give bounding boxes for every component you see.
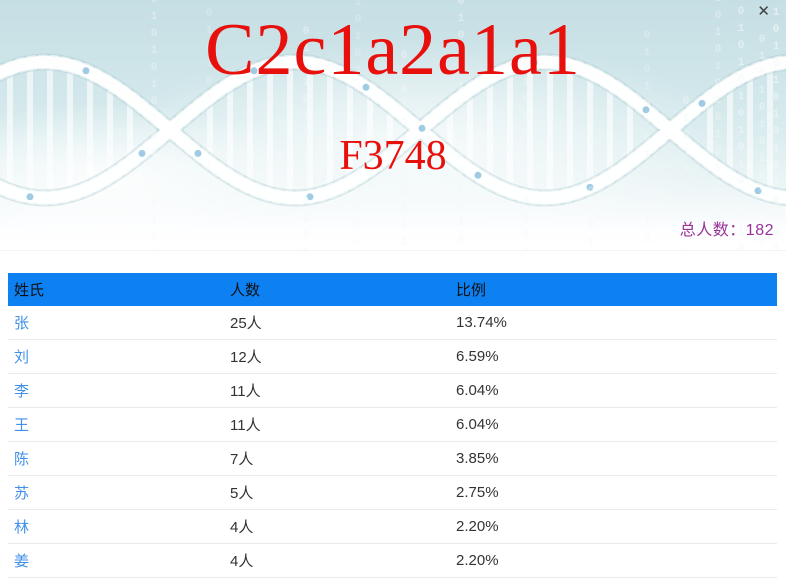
surname-link[interactable]: 苏 xyxy=(14,485,30,502)
count-cell: 12人 xyxy=(230,349,262,366)
count-cell: 7人 xyxy=(230,451,254,468)
total-count: 总人数：182 xyxy=(680,216,774,240)
hero-banner: 0101010101010101 0101010101010101 01010101… xyxy=(0,0,786,251)
count-cell: 11人 xyxy=(230,417,261,434)
surname-table: 姓氏 人数 比例 张 25人 13.74% 刘 12人 6.59% 李 11人 … xyxy=(8,273,777,578)
close-icon[interactable]: ✕ xyxy=(757,3,770,20)
dna-helix-illustration xyxy=(0,53,786,207)
count-cell: 11人 xyxy=(230,383,261,400)
header-ratio: 比例 xyxy=(456,282,487,299)
ratio-cell: 2.75% xyxy=(456,484,499,501)
count-cell: 4人 xyxy=(230,519,254,536)
page-title: C2c1a2a1a1 xyxy=(205,9,581,91)
ratio-cell: 2.20% xyxy=(456,518,499,535)
total-count-value: 182 xyxy=(745,222,774,239)
surname-link[interactable]: 王 xyxy=(14,417,30,434)
surname-link[interactable]: 刘 xyxy=(14,349,30,366)
table-row: 苏 5人 2.75% xyxy=(8,476,777,510)
count-cell: 4人 xyxy=(230,553,254,570)
header-count: 人数 xyxy=(230,282,261,299)
table-row: 姜 4人 2.20% xyxy=(8,544,777,578)
total-count-label: 总人数： xyxy=(679,222,746,239)
surname-link[interactable]: 张 xyxy=(14,315,30,332)
surname-link[interactable]: 林 xyxy=(14,519,30,536)
surname-link[interactable]: 陈 xyxy=(14,451,30,468)
ratio-cell: 6.59% xyxy=(456,348,499,365)
table-header-row: 姓氏 人数 比例 xyxy=(8,273,777,306)
table-row: 陈 7人 3.85% xyxy=(8,442,777,476)
ratio-cell: 3.85% xyxy=(456,450,499,467)
ratio-cell: 6.04% xyxy=(456,416,499,433)
table-body: 张 25人 13.74% 刘 12人 6.59% 李 11人 6.04% 王 1… xyxy=(8,306,777,578)
ratio-cell: 13.74% xyxy=(456,314,507,331)
table-row: 张 25人 13.74% xyxy=(8,306,777,340)
table-row: 刘 12人 6.59% xyxy=(8,340,777,374)
ratio-cell: 2.20% xyxy=(456,552,499,569)
count-cell: 25人 xyxy=(230,315,262,332)
table-row: 王 11人 6.04% xyxy=(8,408,777,442)
page-subtitle: F3748 xyxy=(339,133,447,179)
surname-link[interactable]: 李 xyxy=(14,383,30,400)
header-surname: 姓氏 xyxy=(14,282,45,299)
ratio-cell: 6.04% xyxy=(456,382,499,399)
table-row: 李 11人 6.04% xyxy=(8,374,777,408)
surname-link[interactable]: 姜 xyxy=(14,553,30,570)
table-row: 林 4人 2.20% xyxy=(8,510,777,544)
count-cell: 5人 xyxy=(230,485,254,502)
